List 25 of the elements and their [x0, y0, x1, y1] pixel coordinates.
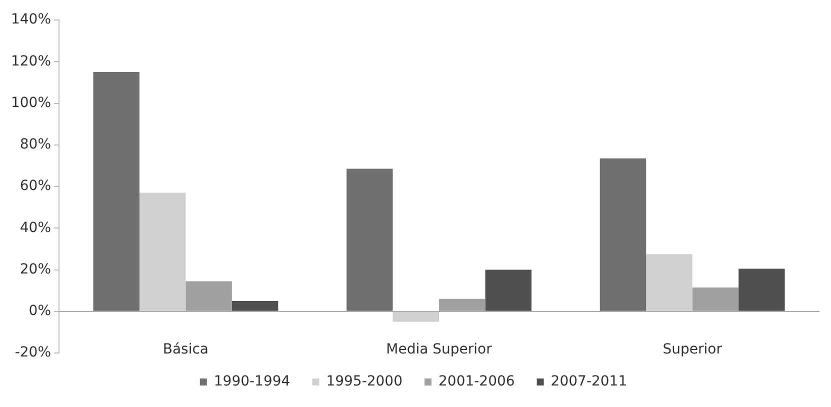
y-tick-label: 120% [10, 53, 52, 70]
bar [232, 300, 278, 311]
y-tick-label: 140% [10, 12, 52, 28]
legend-label: 1990-1994 [214, 374, 290, 390]
bar [93, 72, 140, 311]
x-tick-label: Media Superior [386, 341, 492, 358]
y-tick-label: 100% [10, 94, 52, 111]
bar [600, 158, 646, 311]
bar [346, 168, 393, 311]
y-tick-label: 40% [20, 220, 52, 236]
x-tick-label: Básica [162, 341, 209, 358]
y-tick-label: 80% [20, 136, 52, 153]
bar [485, 270, 532, 311]
legend-label: 2001-2006 [438, 374, 515, 390]
legend-label: 1995-2000 [326, 374, 403, 390]
y-tick-label: 0% [28, 303, 52, 320]
bar [646, 254, 692, 311]
legend-label: 2007-2011 [550, 374, 628, 390]
bar [139, 192, 186, 311]
bar [392, 312, 440, 322]
y-tick-label: 20% [20, 261, 52, 278]
bar [738, 268, 785, 311]
y-tick-label: 60% [20, 178, 52, 194]
x-tick-label: Superior [662, 341, 722, 358]
y-tick-label: -20% [14, 344, 52, 361]
